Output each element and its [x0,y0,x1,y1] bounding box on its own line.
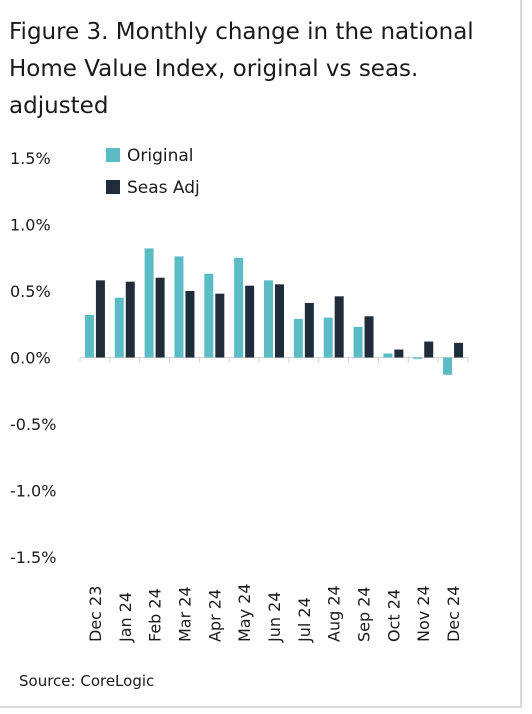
chart-title: Figure 3. Monthly change in the national… [9,19,474,119]
x-tick-label: Jan 24 [116,592,135,643]
legend-swatch-seas-adj [106,180,120,194]
source-note: Source: CoreLogic [19,672,155,690]
bar-seas-adj [275,284,284,358]
y-tick-label: 0.5% [10,282,51,301]
legend-label-seas-adj: Seas Adj [127,178,200,198]
bar-original [443,357,453,375]
bar-original [84,314,94,358]
bar-seas-adj [454,342,464,358]
x-tick-label: Jun 24 [265,592,284,643]
figure-frame [0,0,522,708]
y-tick-label: -1.0% [10,482,56,501]
bar-original [204,273,214,358]
y-tick-label: 1.5% [10,149,51,168]
bar-seas-adj [424,341,434,358]
y-tick-label: -1.5% [10,548,56,567]
bar-seas-adj [364,316,374,358]
bar-seas-adj [394,349,404,358]
x-tick-label: Jul 24 [295,597,314,643]
bar-original [174,256,184,358]
x-tick-label: Aug 24 [325,585,344,642]
bar-original [234,257,244,358]
x-tick-label: Dec 23 [86,586,105,642]
x-tick-label: May 24 [235,583,254,642]
legend-swatch-original [106,148,120,162]
x-tick-label: Sep 24 [355,586,374,642]
bar-seas-adj [245,285,255,358]
x-tick-label: Feb 24 [146,588,165,642]
bar-seas-adj [95,280,105,358]
bar-original [413,357,423,359]
x-tick-label: Nov 24 [414,585,433,642]
bar-original [293,318,303,358]
x-tick-label: Mar 24 [175,586,194,642]
y-tick-label: 0.0% [10,349,51,368]
x-tick-label: Oct 24 [384,589,403,642]
bar-original [114,297,124,358]
bar-seas-adj [215,293,225,358]
bar-seas-adj [155,277,165,358]
y-tick-label: 1.0% [10,216,51,235]
bar-original [264,280,273,358]
bar-original [383,353,393,358]
bar-seas-adj [304,302,314,358]
bar-seas-adj [185,291,195,358]
y-tick-label: -0.5% [10,415,56,434]
bar-original [353,326,363,358]
bar-original [144,248,154,358]
x-tick-label: Dec 24 [444,586,463,642]
bar-seas-adj [334,296,344,358]
bar-original [323,317,333,358]
legend-label-original: Original [127,146,194,166]
bar-seas-adj [125,281,135,358]
x-tick-label: Apr 24 [205,589,224,642]
